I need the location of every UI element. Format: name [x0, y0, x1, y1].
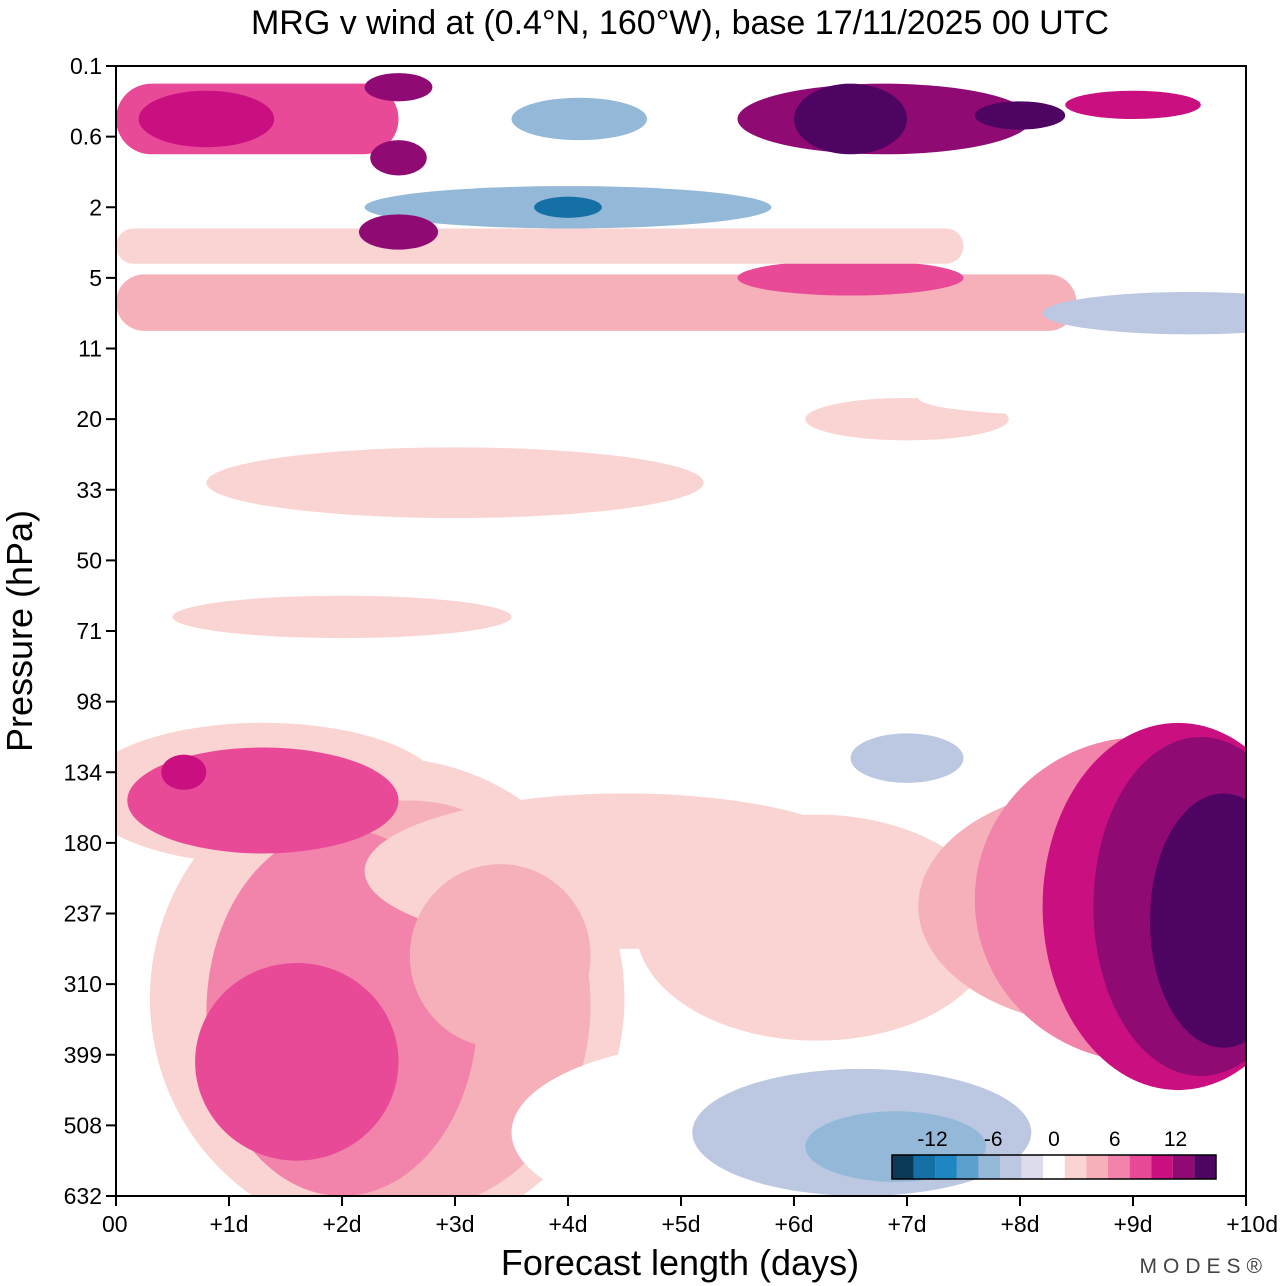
contour-region-8	[409, 864, 591, 1048]
colorbar-swatch	[1129, 1155, 1152, 1179]
contour-region-22	[737, 260, 964, 296]
x-tick-label: +5d	[661, 1211, 700, 1237]
colorbar-swatch	[978, 1155, 1000, 1179]
contour-region-35	[794, 83, 907, 155]
y-tick-label: 0.1	[70, 53, 102, 79]
contour-region-24	[1042, 292, 1246, 335]
y-tick-label: 5	[89, 265, 102, 291]
y-tick-label: 237	[64, 901, 102, 927]
y-tick-label: 632	[64, 1183, 102, 1209]
colorbar-swatch	[913, 1155, 936, 1179]
y-tick-label: 134	[64, 759, 103, 785]
colorbar-swatch	[1151, 1155, 1173, 1179]
y-tick-label: 310	[64, 971, 102, 997]
colorbar-swatch	[1000, 1155, 1022, 1179]
colorbar-swatch	[1043, 1155, 1065, 1179]
contour-region-31	[364, 73, 433, 102]
colorbar-tick-label: -12	[917, 1128, 947, 1151]
x-tick-label: 00	[102, 1211, 128, 1237]
contour-region-39	[172, 595, 512, 639]
y-tick-label: 0.6	[70, 124, 102, 150]
contour-region-33	[358, 214, 439, 250]
y-tick-label: 33	[76, 477, 102, 503]
y-tick-label: 180	[64, 830, 102, 856]
y-tick-label: 11	[78, 336, 102, 362]
colorbar-tick-label: -6	[984, 1128, 1003, 1151]
contour-region-37	[1065, 90, 1201, 119]
x-tick-label: +10d	[1226, 1211, 1278, 1237]
contour-band-25	[116, 344, 455, 367]
colorbar-swatch	[956, 1155, 979, 1179]
x-tick-label: +2d	[322, 1211, 361, 1237]
x-tick-label: +7d	[887, 1211, 926, 1237]
chart-title: MRG v wind at (0.4°N, 160°W), base 17/11…	[251, 4, 1109, 42]
colorbar-tick-label: 0	[1048, 1128, 1060, 1151]
y-tick-label: 98	[76, 689, 102, 715]
contour-region-28	[511, 97, 648, 141]
colorbar-swatch	[1021, 1155, 1044, 1179]
contour-region-27	[534, 196, 602, 218]
contour-region-36	[974, 101, 1066, 130]
colorbar-tick-label: 6	[1109, 1128, 1121, 1151]
x-axis-label: Forecast length (days)	[501, 1242, 859, 1283]
contour-region-32	[370, 140, 427, 176]
contour-band-23	[116, 228, 964, 264]
colorbar-swatch	[1086, 1155, 1108, 1179]
contour-region-42	[590, 355, 772, 413]
contour-region-20	[1149, 793, 1246, 1048]
axes: 0.1 0.6 2 5 11 20 33 50 71 98 134 180 237 310 399 508 63…	[64, 53, 1278, 1237]
contour-region-41	[918, 380, 1235, 416]
colorbar-swatch	[935, 1155, 957, 1179]
contour-region-30	[138, 90, 275, 148]
contour-region-4	[195, 962, 399, 1161]
x-tick-label: +3d	[435, 1211, 474, 1237]
contour-region-9	[635, 814, 998, 1041]
y-tick-label: 71	[76, 618, 102, 644]
x-tick-label: +1d	[209, 1211, 248, 1237]
contour-region-38	[206, 447, 704, 518]
colorbar-swatch	[1108, 1155, 1130, 1179]
modes-logo: MODES®	[1140, 1255, 1268, 1278]
x-tick-label: +4d	[548, 1211, 587, 1237]
colorbar-frame	[891, 1154, 1217, 1180]
contour-region-6	[161, 754, 207, 790]
colorbar: -12 -6 0 6 12	[891, 1128, 1217, 1180]
colorbar-swatch	[892, 1155, 914, 1179]
y-tick-label: 399	[64, 1042, 102, 1068]
colorbar-swatch	[1172, 1155, 1195, 1179]
x-tick-label: +9d	[1113, 1211, 1152, 1237]
colorbar-swatch	[1194, 1155, 1216, 1179]
y-axis-label: Pressure (hPa)	[0, 510, 40, 752]
y-tick-label: 20	[76, 406, 102, 432]
x-tick-label: +6d	[774, 1211, 813, 1237]
contour-region-14	[850, 733, 964, 783]
y-tick-label: 50	[76, 547, 102, 573]
y-tick-label: 2	[89, 194, 102, 220]
y-tick-label: 508	[64, 1112, 102, 1138]
x-tick-label: +8d	[1000, 1211, 1039, 1237]
colorbar-tick-label: 12	[1164, 1128, 1187, 1151]
colorbar-swatch	[1064, 1155, 1087, 1179]
